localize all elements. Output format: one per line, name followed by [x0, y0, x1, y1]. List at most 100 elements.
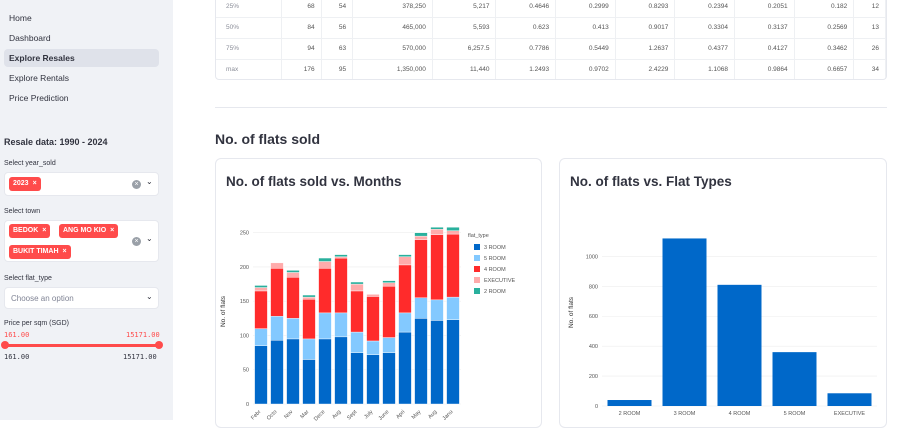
bar-segment [319, 313, 332, 339]
table-cell: 56 [321, 17, 353, 38]
table-cell: 54 [321, 0, 353, 17]
chevron-down-icon[interactable]: ⌄ [146, 177, 153, 186]
clear-icon[interactable]: × [132, 180, 141, 189]
bar-segment [319, 268, 332, 313]
legend-swatch [474, 266, 480, 272]
bar-segment [287, 277, 300, 318]
flat-type-select[interactable]: Choose an option ⌄ [4, 287, 159, 309]
price-slider-max-handle[interactable] [155, 341, 163, 349]
bar-segment [447, 320, 460, 404]
year-label: Select year_sold [4, 160, 56, 167]
bar-segment [431, 320, 444, 404]
table-cell: 84 [281, 17, 321, 38]
y-axis-label: No. of flats [220, 295, 227, 327]
bar-segment [383, 338, 396, 353]
bar-segment [415, 233, 428, 236]
table-cell: 0.4127 [735, 38, 795, 59]
bar-segment [303, 299, 316, 339]
y-axis-label: No. of flats [568, 296, 575, 328]
nav-home[interactable]: Home [4, 9, 159, 27]
close-icon[interactable]: × [110, 227, 114, 234]
table-cell: 176 [281, 59, 321, 80]
x-tick-label: 4 ROOM [729, 411, 751, 417]
bar-segment [447, 297, 460, 320]
table-cell: 6,257.5 [432, 38, 496, 59]
bar-segment [335, 257, 348, 258]
x-tick-label: Aug [331, 409, 342, 420]
price-label: Price per sqm (SGD) [4, 320, 69, 327]
town-tag[interactable]: BEDOK × [9, 224, 50, 238]
y-tick-label: 150 [240, 299, 249, 305]
table-cell: 0.9702 [556, 59, 616, 80]
table-cell: 63 [321, 38, 353, 59]
table-cell: 1.2493 [496, 59, 556, 80]
bar [828, 393, 872, 406]
chart-title: No. of flats sold vs. Months [226, 174, 402, 189]
legend-title: flat_type [468, 233, 489, 239]
bar-segment [383, 353, 396, 404]
chevron-down-icon[interactable]: ⌄ [146, 234, 153, 243]
bar-segment [431, 227, 444, 229]
price-slider-track[interactable] [4, 344, 159, 347]
chevron-down-icon[interactable]: ⌄ [146, 292, 153, 301]
price-slider-min-handle[interactable] [1, 341, 9, 349]
slider-min-value: 161.00 [4, 331, 29, 339]
chart-card-months: No. of flats sold vs. Months 0 50 100 150 20… [215, 158, 542, 428]
x-tick-label: EXECUTIVE [834, 411, 866, 417]
divider [215, 107, 887, 108]
y-tick-label: 200 [240, 265, 249, 271]
table-cell: 0.6657 [794, 59, 854, 80]
flat-type-label: Select flat_type [4, 275, 52, 282]
table-cell: 13 [854, 17, 886, 38]
bar-segment [399, 257, 412, 265]
nav-explore-resales[interactable]: Explore Resales [4, 49, 159, 67]
table-cell: 0.3137 [735, 17, 795, 38]
bar-segment [287, 272, 300, 277]
legend-swatch [474, 288, 480, 294]
nav-explore-rentals[interactable]: Explore Rentals [4, 69, 159, 87]
year-multiselect[interactable]: 2023 × × ⌄ [4, 172, 159, 196]
table-row-index: 50% [216, 17, 281, 38]
close-icon[interactable]: × [33, 180, 37, 187]
bar-segment [255, 329, 268, 346]
bar-segment [431, 235, 444, 300]
main-content: 25% 68 54 378,250 5,217 0.4646 0.2999 0.8293 0.2… [173, 0, 900, 420]
table-cell: 0.413 [556, 17, 616, 38]
bar-segment [351, 291, 364, 332]
town-tag-label: BUKIT TIMAH [13, 248, 59, 255]
bar-segment [431, 300, 444, 321]
town-multiselect[interactable]: BEDOK × ANG MO KIO × BUKIT TIMAH × × ⌄ [4, 220, 159, 262]
close-icon[interactable]: × [42, 227, 46, 234]
bar-segment [399, 255, 412, 257]
x-tick-label: May [411, 409, 423, 421]
table-cell: 0.9864 [735, 59, 795, 80]
legend-swatch [474, 244, 480, 250]
bar-segment [319, 258, 332, 261]
table-cell: 95 [321, 59, 353, 80]
table-cell: 68 [281, 0, 321, 17]
table-cell: 1.1068 [675, 59, 735, 80]
bar-segment [303, 297, 316, 299]
sidebar-title: Resale data: 1990 - 2024 [4, 137, 108, 147]
clear-icon[interactable]: × [132, 237, 141, 246]
bar-segment [271, 263, 284, 268]
x-tick-label: 2 ROOM [619, 411, 641, 417]
table-cell: 34 [854, 59, 886, 80]
section-title: No. of flats sold [215, 131, 320, 147]
bar-segment [287, 270, 300, 272]
close-icon[interactable]: × [63, 248, 67, 255]
table-cell: 0.3304 [675, 17, 735, 38]
table-row-index: 25% [216, 0, 281, 17]
y-tick-label: 0 [595, 404, 598, 410]
bar-chart: 0 200 400 600 800 1000 No. of flats 2 ROOM 3 ROO… [560, 204, 886, 429]
year-tag[interactable]: 2023 × [9, 177, 41, 191]
x-tick-label: Apri [395, 409, 406, 420]
nav-price-prediction[interactable]: Price Prediction [4, 89, 159, 107]
table-cell: 26 [854, 38, 886, 59]
legend-swatch [474, 255, 480, 261]
bar-segment [335, 258, 348, 313]
town-tag[interactable]: ANG MO KIO × [59, 224, 118, 238]
nav-dashboard[interactable]: Dashboard [4, 29, 159, 47]
town-tag[interactable]: BUKIT TIMAH × [9, 245, 71, 259]
